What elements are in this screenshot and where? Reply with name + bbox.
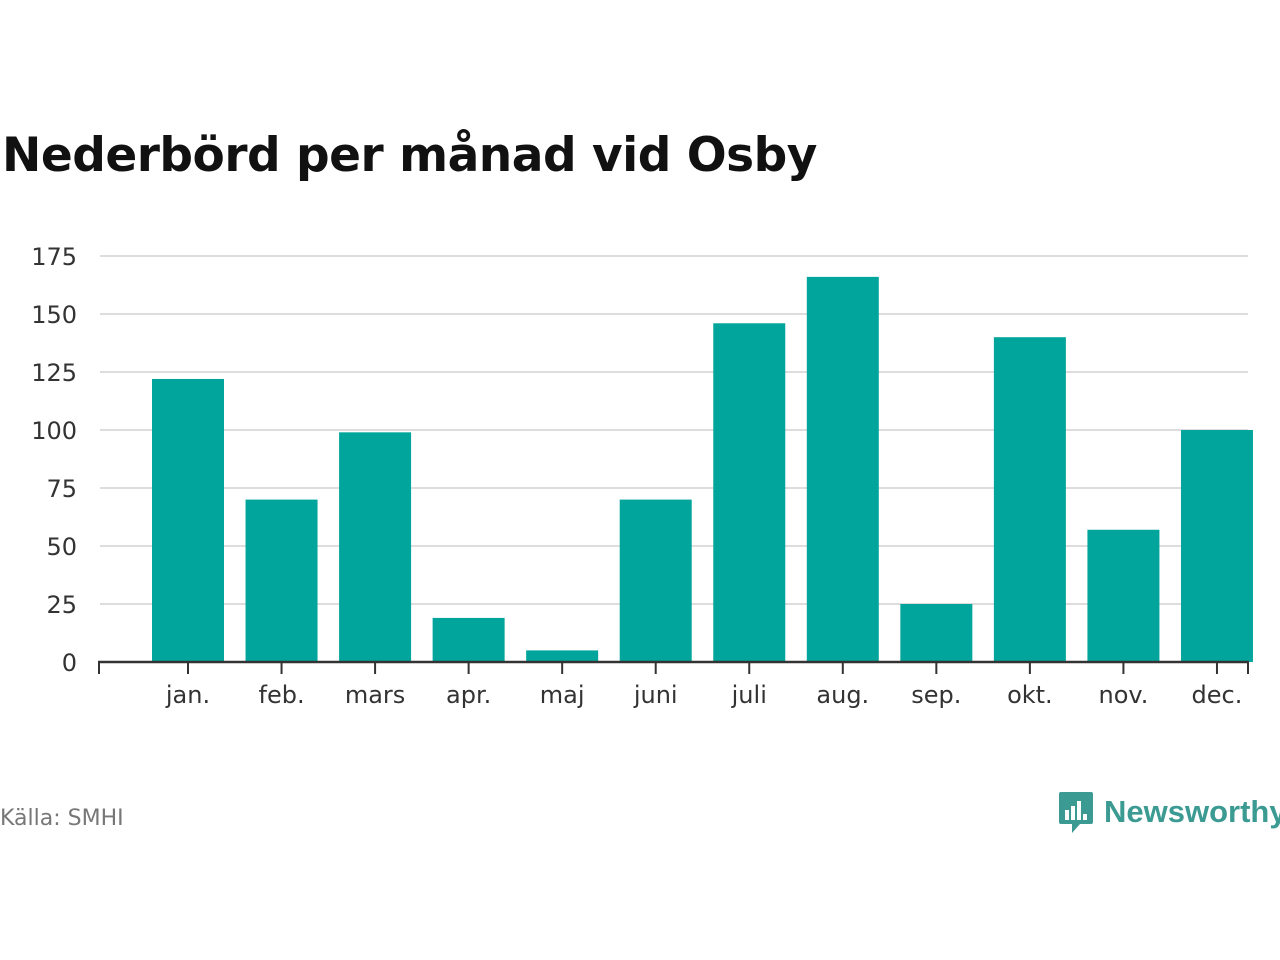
bar	[152, 378, 224, 662]
brand-name: Newsworthy	[1104, 794, 1280, 829]
bar	[713, 323, 786, 662]
x-tick-label: okt.	[1007, 681, 1053, 709]
bar	[245, 499, 318, 662]
y-tick-label: 125	[31, 359, 77, 387]
x-tick-labels: jan. feb. mars apr. maj juni juli aug. sep. okt. n…	[165, 681, 1242, 709]
x-tick-label: maj	[540, 681, 585, 709]
source-note: Källa: SMHI	[0, 806, 124, 831]
x-axis	[98, 660, 1249, 674]
brand-logo: Newsworthy	[1058, 790, 1280, 834]
bar	[432, 617, 505, 662]
y-tick-label: 100	[31, 417, 77, 445]
y-tick-label: 50	[46, 533, 77, 561]
bar	[526, 650, 599, 662]
y-tick-label: 25	[46, 591, 77, 619]
y-tick-label: 0	[62, 649, 77, 677]
x-tick-label: juli	[731, 681, 767, 709]
y-tick-label: 150	[31, 301, 77, 329]
x-tick-label: juni	[633, 681, 678, 709]
speech-bubble-chart-icon	[1059, 792, 1093, 833]
y-tick-label: 75	[46, 475, 77, 503]
bar	[993, 337, 1066, 662]
bar	[900, 604, 973, 662]
chart-title: Nederbörd per månad vid Osby	[2, 128, 817, 183]
y-tick-labels: 0 25 50 75 100 125 150 175	[31, 243, 77, 677]
bar	[1180, 430, 1253, 662]
bar	[1087, 529, 1160, 662]
bar	[806, 276, 879, 662]
x-tick-label: apr.	[446, 681, 491, 709]
bar	[339, 432, 412, 662]
x-tick-label: dec.	[1192, 681, 1243, 709]
x-tick-label: aug.	[816, 681, 869, 709]
x-tick-label: nov.	[1098, 681, 1148, 709]
y-tick-label: 175	[31, 243, 77, 271]
bar	[619, 499, 692, 662]
x-tick-label: feb.	[259, 681, 305, 709]
x-tick-label: mars	[345, 681, 405, 709]
x-tick-label: jan.	[165, 681, 210, 709]
bars	[152, 276, 1253, 662]
x-tick-label: sep.	[911, 681, 961, 709]
